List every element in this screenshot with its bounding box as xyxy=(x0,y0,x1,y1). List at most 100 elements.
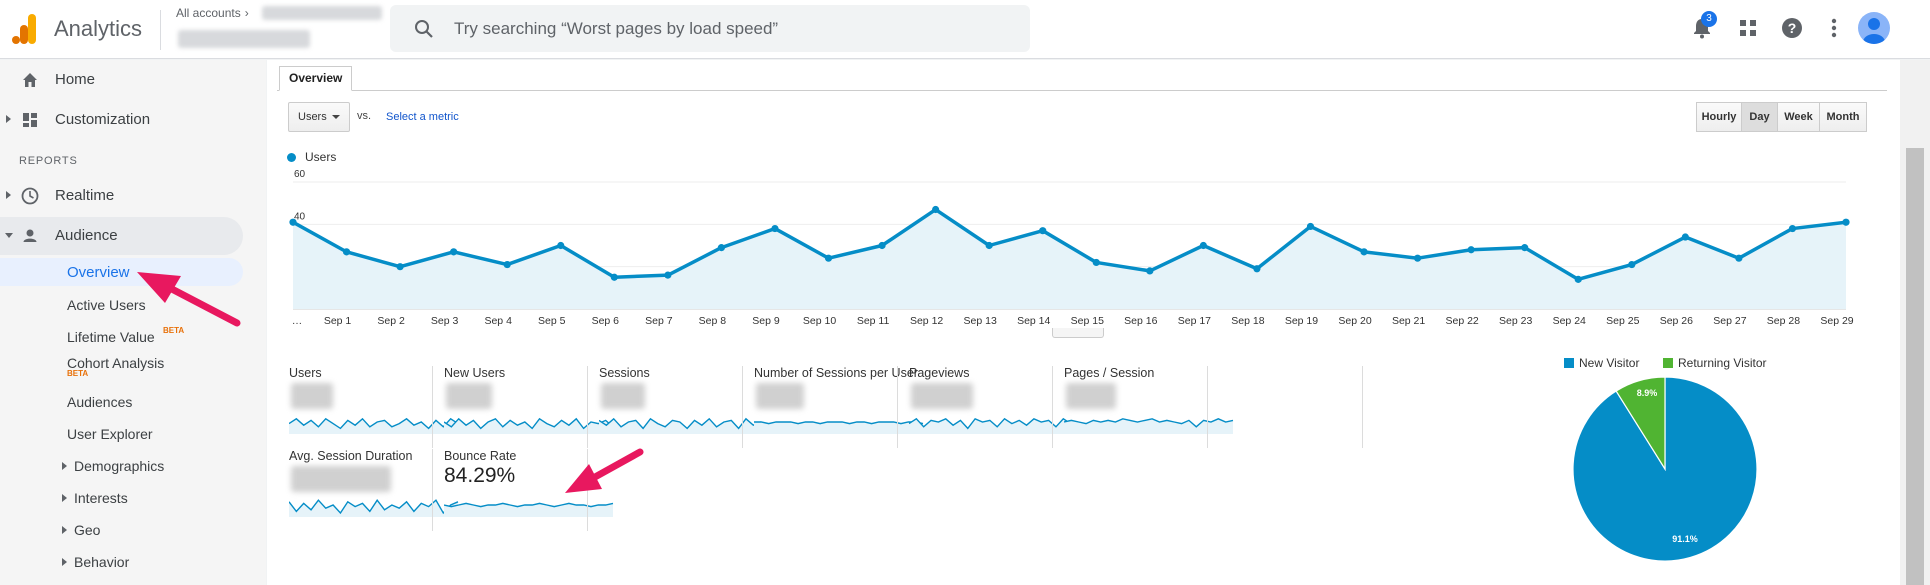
data-point[interactable] xyxy=(771,224,779,233)
data-point[interactable] xyxy=(1306,222,1315,231)
data-point[interactable] xyxy=(1199,241,1207,250)
sidebar-item-audience[interactable]: Audience xyxy=(0,220,243,252)
week-button[interactable]: Week xyxy=(1777,102,1820,132)
data-point[interactable] xyxy=(289,218,297,226)
x-tick-label: Sep 8 xyxy=(699,315,727,327)
scrollbar-thumb[interactable] xyxy=(1906,148,1924,585)
view-selector-redacted[interactable] xyxy=(178,30,310,48)
help-icon[interactable]: ? xyxy=(1778,14,1806,42)
data-point[interactable] xyxy=(717,244,726,252)
scorecard-avg-session-duration[interactable]: Avg. Session Duration xyxy=(286,449,466,531)
x-tick-label: Sep 18 xyxy=(1231,315,1264,327)
data-point[interactable] xyxy=(1628,260,1636,269)
pie-legend-new: New Visitor xyxy=(1564,356,1639,370)
scorecard-users[interactable]: Users xyxy=(286,366,466,448)
scorecard-bounce-rate[interactable]: Bounce Rate 84.29% xyxy=(441,449,621,531)
day-button[interactable]: Day xyxy=(1741,102,1778,132)
sidebar-item-home[interactable]: Home xyxy=(0,64,243,96)
svg-text:?: ? xyxy=(1788,20,1797,36)
data-point[interactable] xyxy=(557,241,565,250)
apps-grid-icon[interactable] xyxy=(1734,14,1762,42)
sparkline-path xyxy=(1064,418,1234,428)
x-tick-label: Sep 6 xyxy=(592,315,620,327)
notification-badge: 3 xyxy=(1701,11,1717,27)
clock-icon xyxy=(21,187,39,205)
caret-down-icon xyxy=(5,233,13,238)
scorecard-sessions[interactable]: Sessions xyxy=(596,366,776,448)
analytics-logo-icon[interactable] xyxy=(12,14,36,44)
data-point[interactable] xyxy=(1788,224,1797,233)
pie-slice-label: 8.9% xyxy=(1637,388,1658,398)
x-tick-label: Sep 12 xyxy=(910,315,943,327)
data-point[interactable] xyxy=(450,248,458,256)
sparkline xyxy=(599,417,769,434)
pie-slice-returning-visitor[interactable] xyxy=(1615,377,1666,472)
sparkline xyxy=(444,417,614,434)
sidebar-item-label: Audience xyxy=(55,227,118,244)
dashboard-icon xyxy=(23,113,37,127)
scorecard-new-users[interactable]: New Users xyxy=(441,366,621,448)
data-point[interactable] xyxy=(342,248,351,256)
x-tick-label: Sep 7 xyxy=(645,315,673,327)
scorecard-divider xyxy=(897,366,898,448)
sparkline xyxy=(909,417,1079,434)
data-point[interactable] xyxy=(1146,267,1154,275)
data-point[interactable] xyxy=(396,263,404,271)
caret-right-icon xyxy=(6,191,11,199)
x-tick-label: Sep 16 xyxy=(1124,315,1157,327)
data-point[interactable] xyxy=(664,271,672,279)
data-point[interactable] xyxy=(1360,248,1368,256)
data-point[interactable] xyxy=(503,260,511,269)
sparkline xyxy=(289,417,459,434)
search-bar[interactable]: Try searching “Worst pages by load speed… xyxy=(390,5,1030,52)
audience-highlight xyxy=(0,217,243,255)
month-button[interactable]: Month xyxy=(1819,102,1867,132)
scorecard-divider xyxy=(1362,366,1363,448)
select-metric-link[interactable]: Select a metric xyxy=(386,111,459,123)
x-tick-label: Sep 11 xyxy=(857,315,890,327)
account-breadcrumb-label: All accounts xyxy=(176,6,241,20)
data-point[interactable] xyxy=(1842,218,1850,226)
sidebar-subitem-active-users[interactable]: Active Users xyxy=(67,297,146,313)
sidebar-subitem-interests[interactable]: Interests xyxy=(74,490,128,506)
sidebar-item-realtime[interactable]: Realtime xyxy=(0,180,243,212)
data-point[interactable] xyxy=(1681,233,1689,241)
sidebar-subitem-user-explorer[interactable]: User Explorer xyxy=(67,426,153,442)
data-point[interactable] xyxy=(1413,254,1422,262)
sidebar-subitem-audiences[interactable]: Audiences xyxy=(67,394,133,410)
data-point[interactable] xyxy=(1467,246,1475,254)
more-vert-icon[interactable] xyxy=(1820,14,1848,42)
data-point[interactable] xyxy=(1574,275,1582,283)
data-point[interactable] xyxy=(932,205,940,214)
metric-dropdown[interactable]: Users xyxy=(288,102,350,132)
data-point[interactable] xyxy=(878,241,886,250)
scorecard-pageviews[interactable]: Pageviews xyxy=(906,366,1086,448)
scorecard-pages-session[interactable]: Pages / Session xyxy=(1061,366,1241,448)
x-tick-label: Sep 4 xyxy=(484,315,512,327)
x-tick-label: Sep 1 xyxy=(324,315,352,327)
sidebar-item-customization[interactable]: Customization xyxy=(0,104,243,136)
scorecard-number-of-sessions-per-user[interactable]: Number of Sessions per User xyxy=(751,366,931,448)
sidebar-subitem-cohort-analysis[interactable]: Cohort Analysis xyxy=(67,355,165,371)
sidebar-subitem-demographics[interactable]: Demographics xyxy=(74,458,165,474)
account-avatar-icon[interactable] xyxy=(1858,12,1890,44)
data-point[interactable] xyxy=(1735,254,1743,262)
account-breadcrumb[interactable]: All accounts › xyxy=(176,6,249,20)
sidebar-subitem-lifetime-value[interactable]: Lifetime Value xyxy=(67,329,155,345)
overview-highlight xyxy=(0,258,243,286)
sidebar: Home Customization REPORTS Realtime Audi… xyxy=(0,60,266,585)
chart-resize-handle[interactable] xyxy=(1052,328,1104,338)
sidebar-subitem-overview[interactable]: Overview xyxy=(67,264,130,281)
x-tick-label: Sep 29 xyxy=(1820,315,1853,327)
sidebar-subitem-behavior[interactable]: Behavior xyxy=(74,554,130,570)
pie-legend-label: Returning Visitor xyxy=(1678,356,1767,370)
sidebar-subitem-geo[interactable]: Geo xyxy=(74,522,101,538)
tab-overview[interactable]: Overview xyxy=(279,66,353,91)
data-point[interactable] xyxy=(1521,244,1529,252)
data-point[interactable] xyxy=(1092,258,1100,267)
data-point[interactable] xyxy=(1039,227,1047,235)
data-point[interactable] xyxy=(824,254,833,262)
data-point[interactable] xyxy=(1253,265,1261,273)
data-point[interactable] xyxy=(985,241,993,250)
data-point[interactable] xyxy=(610,273,618,281)
